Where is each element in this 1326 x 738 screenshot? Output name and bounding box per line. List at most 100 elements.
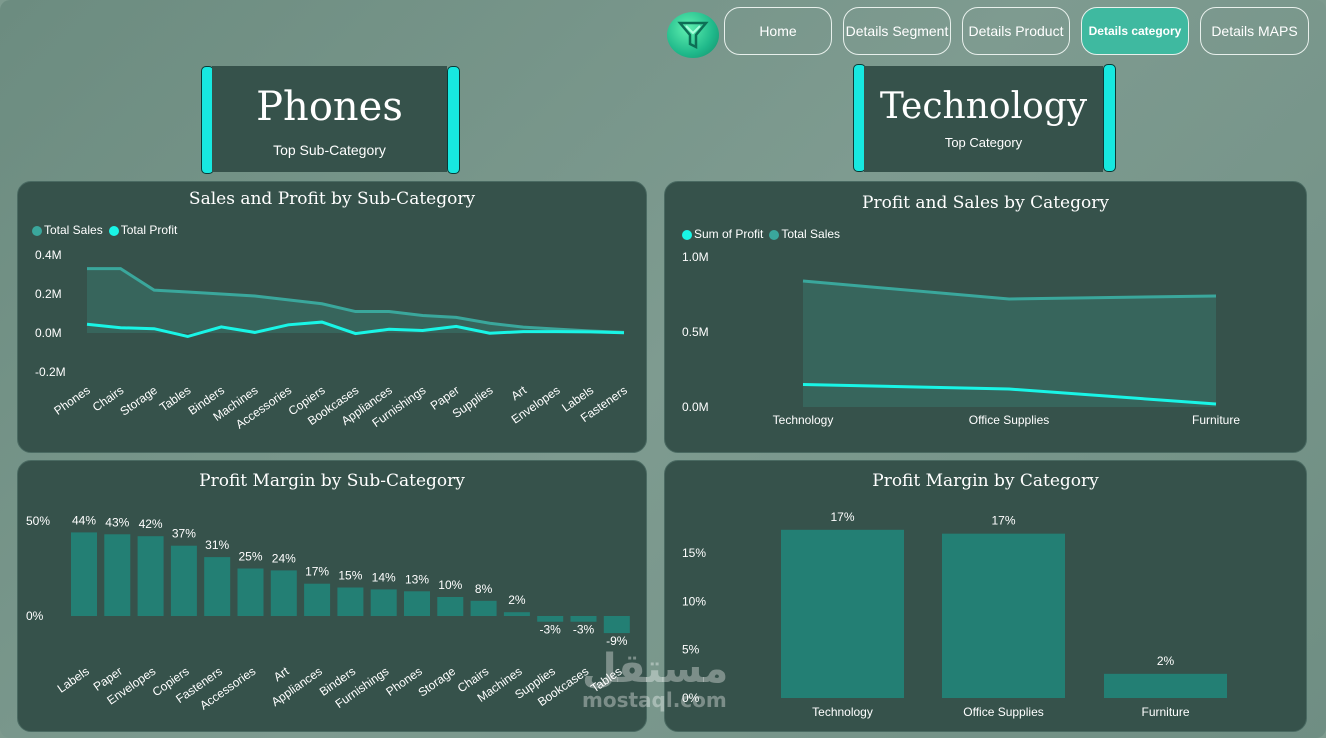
data-label: -3%: [540, 623, 562, 637]
bar: [537, 616, 564, 622]
bar: [603, 616, 630, 634]
data-label: 17%: [305, 565, 329, 579]
bar: [370, 589, 397, 616]
y-tick-label: 0.0M: [682, 400, 709, 414]
x-tick-label: Art: [508, 383, 529, 404]
x-tick-label: Furniture: [1141, 705, 1189, 719]
panel-title: Profit Margin by Category: [872, 471, 1099, 491]
data-label: 15%: [338, 569, 362, 583]
panel-title: Profit Margin by Sub-Category: [199, 471, 465, 491]
accent-bar-right-2: [1103, 64, 1116, 172]
data-label: -3%: [573, 623, 595, 637]
bar: [942, 533, 1065, 698]
data-label: 17%: [991, 514, 1015, 528]
nav-button-home[interactable]: Home: [724, 7, 832, 55]
data-label: 44%: [72, 513, 96, 527]
y-tick-label: 0.0M: [35, 326, 62, 340]
x-tick-label: Office Supplies: [969, 413, 1050, 427]
bar: [437, 597, 464, 616]
data-label: 25%: [238, 550, 262, 564]
bar: [237, 568, 264, 616]
y-tick-label: 0.4M: [35, 248, 62, 262]
panel-title: Sales and Profit by Sub-Category: [188, 189, 476, 209]
top-subcategory-label: Top Sub-Category: [273, 142, 386, 158]
bar: [137, 536, 164, 616]
y-tick-label: 50%: [26, 514, 50, 528]
panel-title: Profit and Sales by Category: [862, 193, 1109, 213]
x-tick-label: Storage: [117, 383, 160, 419]
filter-logo-icon[interactable]: [667, 12, 719, 58]
bar: [570, 616, 597, 622]
bar: [204, 557, 231, 616]
y-tick-label: 0%: [26, 609, 44, 623]
sales-profit-subcategory-chart[interactable]: 0.4M0.2M0.0M-0.2MPhonesChairsStorageTabl…: [18, 182, 646, 452]
x-tick-label: Art: [271, 664, 292, 685]
profit-line: [86, 320, 625, 339]
y-tick-label: 0.5M: [682, 325, 709, 339]
margin-category-chart[interactable]: 15% 10% 5% 0% 17% Technology 17% Office Supplie…: [665, 461, 1306, 731]
y-tick-label: 15%: [682, 546, 706, 560]
bar: [337, 587, 364, 616]
nav-button-details-category[interactable]: Details category: [1081, 7, 1189, 55]
y-tick-label: 1.0M: [682, 250, 709, 264]
y-tick-label: -0.2M: [35, 365, 66, 379]
top-subcategory-card: Phones Top Sub-Category: [212, 66, 447, 172]
legend-item[interactable]: Total Sales: [769, 227, 840, 241]
data-label: 14%: [372, 570, 396, 584]
profit-sales-category-panel: Profit and Sales by Category Sum of Prof…: [664, 181, 1307, 453]
watermark: مستقل mostaql.com: [582, 646, 729, 712]
sales-area: [803, 281, 1216, 407]
sales-area: [87, 268, 624, 333]
data-label: 42%: [139, 517, 163, 531]
top-category-card: Technology Top Category: [864, 66, 1103, 172]
x-tick-label: Phones: [51, 383, 92, 418]
sales-profit-subcategory-panel: Sales and Profit by Sub-Category Total S…: [17, 181, 647, 453]
legend-item[interactable]: Sum of Profit: [682, 227, 763, 241]
top-category-label: Top Category: [944, 135, 1023, 150]
nav-button-details-product[interactable]: Details Product: [962, 7, 1070, 55]
data-label: 10%: [438, 578, 462, 592]
top-subcategory-value: Phones: [256, 84, 403, 130]
x-tick-label: Technology: [812, 705, 873, 719]
data-label: -9%: [606, 634, 628, 648]
chart-legend: Total Sales Total Profit: [32, 223, 177, 237]
data-label: 24%: [272, 551, 296, 565]
bar: [270, 570, 297, 616]
x-tick-label: Furniture: [1192, 413, 1240, 427]
profit-sales-category-chart[interactable]: 1.0M 0.5M 0.0M Technology Office Supplies Fur…: [665, 182, 1306, 452]
bar: [404, 591, 430, 616]
y-tick-label: 5%: [682, 643, 700, 657]
nav-button-details-segment[interactable]: Details Segment: [843, 7, 951, 55]
watermark-arabic: مستقل: [582, 646, 729, 692]
sales-line: [87, 267, 625, 334]
bar: [470, 600, 497, 616]
x-tick-label: Technology: [773, 413, 834, 427]
bar: [170, 545, 197, 616]
accent-bar-left-2: [447, 66, 460, 174]
bar: [71, 532, 97, 616]
data-label: 2%: [508, 593, 526, 607]
legend-item[interactable]: Total Profit: [108, 223, 177, 237]
watermark-text: mostaql.com: [582, 688, 727, 712]
y-tick-label: 10%: [682, 594, 706, 608]
data-label: 31%: [205, 538, 229, 552]
chart-legend: Sum of Profit Total Sales: [682, 227, 840, 241]
margin-subcategory-panel: Profit Margin by Sub-Category 50% 0% 44% La…: [17, 460, 647, 732]
margin-category-panel: Profit Margin by Category 15% 10% 5% 0% 17% T…: [664, 460, 1307, 732]
profit-line: [802, 383, 1217, 406]
data-label: 43%: [105, 515, 129, 529]
data-label: 17%: [830, 510, 854, 524]
data-label: 8%: [475, 582, 493, 596]
y-tick-label: 0.2M: [35, 287, 62, 301]
y-tick-label: 0%: [682, 691, 700, 705]
x-tick-label: Storage: [416, 664, 459, 700]
nav-button-details-maps[interactable]: Details MAPS: [1200, 7, 1309, 55]
sales-line: [802, 279, 1217, 301]
bar: [104, 534, 131, 616]
legend-item[interactable]: Total Sales: [32, 223, 103, 237]
margin-subcategory-chart[interactable]: 50%0%44%Labels43%Paper42%Envelopes37%Cop…: [18, 461, 646, 731]
data-label: 37%: [172, 527, 196, 541]
x-tick-label: Labels: [55, 664, 92, 696]
top-category-value: Technology: [879, 86, 1088, 127]
